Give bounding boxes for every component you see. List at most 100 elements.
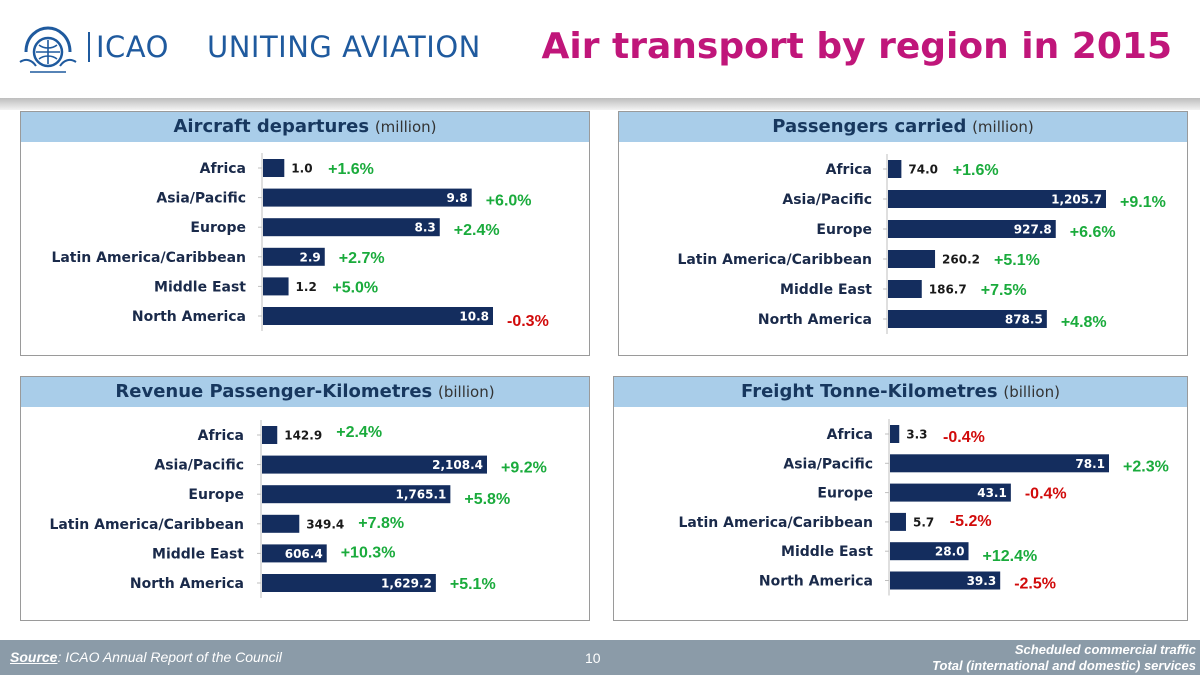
bar-africa	[262, 426, 278, 444]
bar-north-america	[890, 571, 1001, 590]
source-label: Source	[10, 649, 58, 665]
value-label-latin-america-caribbean: 5.7	[913, 515, 934, 529]
growth-label-north-america: +4.8%	[1061, 314, 1107, 331]
growth-label-africa: +2.4%	[336, 424, 382, 441]
growth-label-africa: +1.6%	[953, 162, 999, 179]
bar-asia-pacific	[263, 188, 472, 207]
chart-passengers-carried: Africa 74.0 +1.6% Asia/Pacific 1,205.7 +9.1% E…	[677, 154, 1166, 334]
panel-unit: (million)	[972, 118, 1034, 136]
value-label-africa: 1.0	[291, 162, 312, 176]
growth-label-middle-east: +12.4%	[983, 548, 1038, 565]
growth-label-latin-america-caribbean: +7.8%	[358, 515, 404, 532]
value-label-asia-pacific: 9.8	[446, 191, 467, 205]
category-label-north-america: North America	[759, 574, 873, 590]
bar-latin-america-caribbean	[263, 247, 325, 266]
growth-label-asia-pacific: +6.0%	[486, 193, 532, 210]
category-label-africa: Africa	[827, 427, 873, 443]
growth-label-africa: -0.4%	[943, 429, 985, 446]
bar-latin-america-caribbean	[262, 514, 300, 533]
bar-europe	[263, 218, 440, 237]
value-label-middle-east: 28.0	[935, 545, 965, 559]
bar-north-america	[888, 310, 1047, 328]
value-label-europe: 8.3	[414, 221, 435, 235]
growth-label-middle-east: +5.0%	[332, 279, 378, 296]
category-label-middle-east: Middle East	[780, 282, 872, 298]
panel-title: Passengers carried (million)	[619, 112, 1187, 142]
panel-revenue-passenger-km: Revenue Passenger-Kilometres (billion) A…	[20, 376, 590, 621]
value-label-north-america: 39.3	[967, 574, 997, 588]
panel-unit: (million)	[374, 118, 437, 136]
category-label-africa: Africa	[826, 162, 872, 178]
panel-aircraft-departures: Aircraft departures (million) Africa 1.0 +…	[20, 111, 590, 356]
panel-passengers-carried: Passengers carried (million) Africa 74.0 +…	[618, 111, 1188, 356]
page-title: Air transport by region in 2015	[541, 26, 1172, 67]
bar-middle-east	[888, 280, 922, 298]
value-label-europe: 927.8	[1014, 223, 1052, 237]
growth-label-europe: -0.4%	[1025, 486, 1067, 503]
growth-label-latin-america-caribbean: +2.7%	[339, 250, 385, 267]
growth-label-latin-america-caribbean: +5.1%	[994, 252, 1040, 269]
value-label-latin-america-caribbean: 349.4	[306, 517, 344, 531]
chart-aircraft-departures: Africa 1.0 +1.6% Asia/Pacific 9.8 +6.0% Europe…	[51, 153, 549, 331]
bar-latin-america-caribbean	[890, 512, 906, 531]
category-label-africa: Africa	[200, 161, 246, 177]
growth-label-asia-pacific: +9.2%	[501, 460, 547, 477]
chart-freight-tonne-km: Africa 3.3 -0.4% Asia/Pacific 78.1 +2.3% Europ…	[678, 419, 1169, 596]
category-label-middle-east: Middle East	[152, 546, 244, 562]
category-label-middle-east: Middle East	[781, 544, 873, 560]
value-label-africa: 74.0	[908, 163, 938, 177]
category-label-latin-america-caribbean: Latin America/Caribbean	[49, 517, 244, 533]
bar-europe	[890, 483, 1011, 502]
panel-title-text: Passengers carried	[772, 116, 967, 137]
category-label-asia-pacific: Asia/Pacific	[783, 456, 873, 472]
panel-title-text: Freight Tonne-Kilometres	[741, 381, 998, 402]
category-label-africa: Africa	[198, 428, 244, 444]
bar-middle-east	[263, 277, 289, 296]
value-label-north-america: 878.5	[1005, 313, 1043, 327]
growth-label-europe: +5.8%	[464, 491, 510, 508]
growth-label-north-america: +5.1%	[450, 576, 496, 593]
category-label-north-america: North America	[130, 576, 244, 592]
bar-north-america	[262, 574, 436, 592]
bar-asia-pacific	[262, 455, 487, 474]
bar-europe	[262, 485, 451, 504]
bar-north-america	[263, 307, 493, 325]
bar-europe	[888, 220, 1056, 238]
panel-unit: (billion)	[438, 383, 495, 401]
category-label-europe: Europe	[817, 486, 873, 502]
source-text: : ICAO Annual Report of the Council	[57, 649, 282, 665]
category-label-north-america: North America	[758, 312, 872, 328]
category-label-europe: Europe	[188, 487, 244, 503]
category-label-latin-america-caribbean: Latin America/Caribbean	[677, 252, 872, 268]
growth-label-europe: +2.4%	[454, 222, 500, 239]
value-label-asia-pacific: 78.1	[1075, 457, 1105, 471]
category-label-latin-america-caribbean: Latin America/Caribbean	[51, 250, 246, 266]
scope-note-line-1: Scheduled commercial traffic	[1014, 642, 1196, 657]
chart-revenue-passenger-km: Africa 142.9 +2.4% Asia/Pacific 2,108.4 +9.2%…	[49, 420, 547, 598]
value-label-north-america: 10.8	[459, 310, 489, 324]
panel-title: Freight Tonne-Kilometres (billion)	[614, 377, 1187, 407]
category-label-asia-pacific: Asia/Pacific	[156, 191, 246, 207]
growth-label-middle-east: +7.5%	[981, 282, 1027, 299]
footer: Source: ICAO Annual Report of the Counci…	[0, 640, 1200, 675]
scope-note-line-2: Total (international and domestic) servi…	[932, 658, 1196, 673]
growth-label-africa: +1.6%	[328, 161, 374, 178]
value-label-middle-east: 606.4	[285, 547, 323, 561]
bar-asia-pacific	[888, 190, 1106, 208]
growth-label-north-america: -0.3%	[507, 313, 549, 330]
bar-middle-east	[890, 542, 969, 561]
separator	[88, 32, 90, 62]
growth-label-europe: +6.6%	[1070, 224, 1116, 241]
icao-logo-icon	[19, 26, 77, 73]
bar-africa	[888, 160, 902, 178]
panel-title: Revenue Passenger-Kilometres (billion)	[21, 377, 589, 407]
source-note: Source: ICAO Annual Report of the Counci…	[10, 649, 282, 665]
value-label-latin-america-caribbean: 260.2	[942, 253, 980, 267]
org-tagline: UNITING AVIATION	[206, 30, 481, 64]
value-label-middle-east: 1.2	[296, 280, 317, 294]
org-name: ICAO UNITING AVIATION	[88, 30, 481, 64]
growth-label-asia-pacific: +9.1%	[1120, 194, 1166, 211]
scope-note: Scheduled commercial traffic Total (inte…	[932, 642, 1196, 674]
bar-asia-pacific	[890, 454, 1109, 473]
page-number: 10	[585, 650, 601, 666]
